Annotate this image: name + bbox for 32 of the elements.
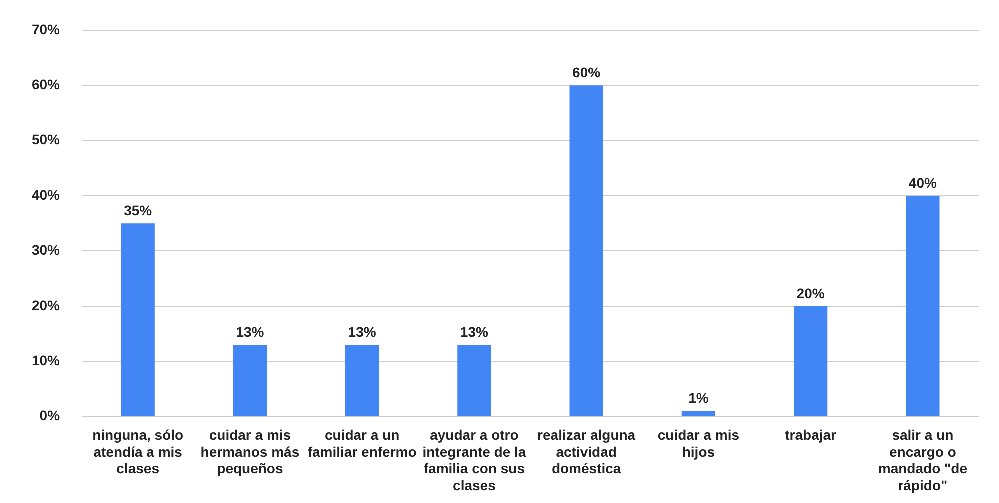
- data-label: 13%: [236, 324, 265, 340]
- y-tick-label: 50%: [32, 132, 61, 148]
- y-tick-label: 60%: [32, 76, 61, 92]
- x-tick-label: ninguna, sólo atendía a mis clases: [92, 427, 184, 477]
- bar: [682, 411, 716, 416]
- bar: [346, 345, 380, 416]
- data-label: 13%: [348, 324, 377, 340]
- bar: [458, 345, 492, 416]
- x-tick-label: salir a un encargo o mandado "de rápido": [878, 427, 968, 494]
- data-label: 13%: [460, 324, 490, 340]
- y-tick-label: 10%: [32, 352, 61, 368]
- y-tick-label: 0%: [40, 408, 61, 424]
- bar: [233, 345, 268, 416]
- bar: [906, 196, 940, 416]
- x-tick-label: ayudar a otro integrante de la familia con sus clases: [422, 427, 526, 494]
- y-tick-label: 20%: [32, 297, 61, 314]
- x-tick-label: cuidar a un familiar enfermo: [308, 427, 417, 460]
- y-tick-label: 30%: [32, 242, 61, 258]
- x-tick-label: trabajar: [785, 427, 838, 444]
- y-tick-label: 70%: [32, 21, 61, 38]
- bar: [794, 306, 828, 416]
- data-label: 20%: [796, 285, 826, 302]
- bar: [121, 224, 155, 416]
- x-tick-label: realizar alguna actividad doméstica: [538, 427, 636, 477]
- data-label: 1%: [688, 390, 710, 406]
- bar: [570, 86, 604, 416]
- x-tick-label: cuidar a mis hermanos más pequeños: [200, 427, 300, 477]
- y-tick-label: 40%: [32, 186, 61, 203]
- data-label: 40%: [908, 174, 938, 191]
- data-label: 35%: [124, 202, 153, 218]
- x-tick-label: cuidar a mis hijos: [658, 427, 740, 460]
- data-label: 60%: [572, 64, 602, 80]
